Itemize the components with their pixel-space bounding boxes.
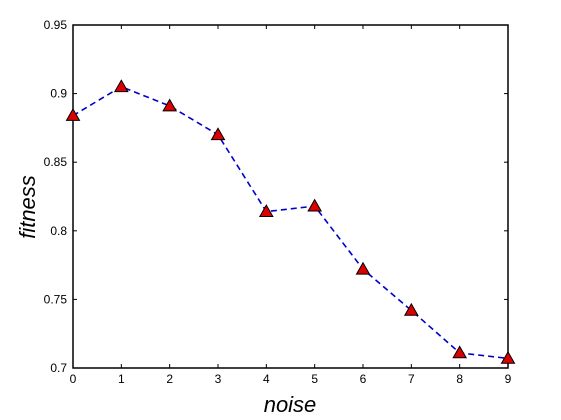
x-tick-label: 9 <box>505 372 512 386</box>
x-axis-title: noise <box>264 392 317 417</box>
x-tick-label: 0 <box>70 372 77 386</box>
data-point-marker <box>403 302 419 316</box>
x-tick-label: 5 <box>311 372 318 386</box>
series-layer <box>65 79 516 364</box>
data-point-marker <box>355 261 371 275</box>
x-tick-label: 7 <box>408 372 415 386</box>
x-tick-label: 4 <box>263 372 270 386</box>
x-tick-label: 2 <box>166 372 173 386</box>
y-tick-label: 0.8 <box>50 224 67 238</box>
axis-tick-labels: 0 1 2 3 4 5 6 7 8 9 0.7 0.75 0.8 0.85 0.9 0.95 <box>44 18 512 386</box>
x-tick-label: 3 <box>215 372 222 386</box>
data-point-marker <box>452 345 468 359</box>
y-tick-label: 0.9 <box>50 87 67 101</box>
data-point-marker <box>210 127 226 141</box>
axis-ticks <box>72 24 509 369</box>
data-point-marker <box>307 198 323 212</box>
y-axis-title: fitness <box>15 175 40 239</box>
data-point-marker <box>500 350 516 364</box>
plot-frame <box>72 24 509 369</box>
series-line <box>72 85 509 360</box>
x-tick-label: 6 <box>360 372 367 386</box>
data-point-marker <box>162 98 178 112</box>
data-point-marker <box>113 79 129 93</box>
data-point-marker <box>258 204 274 217</box>
y-tick-label: 0.95 <box>44 18 68 32</box>
y-tick-label: 0.7 <box>50 361 67 375</box>
y-tick-label: 0.75 <box>44 292 68 306</box>
x-tick-label: 1 <box>118 372 125 386</box>
y-tick-label: 0.85 <box>44 155 68 169</box>
x-tick-label: 8 <box>456 372 463 386</box>
data-point-marker <box>65 108 81 121</box>
